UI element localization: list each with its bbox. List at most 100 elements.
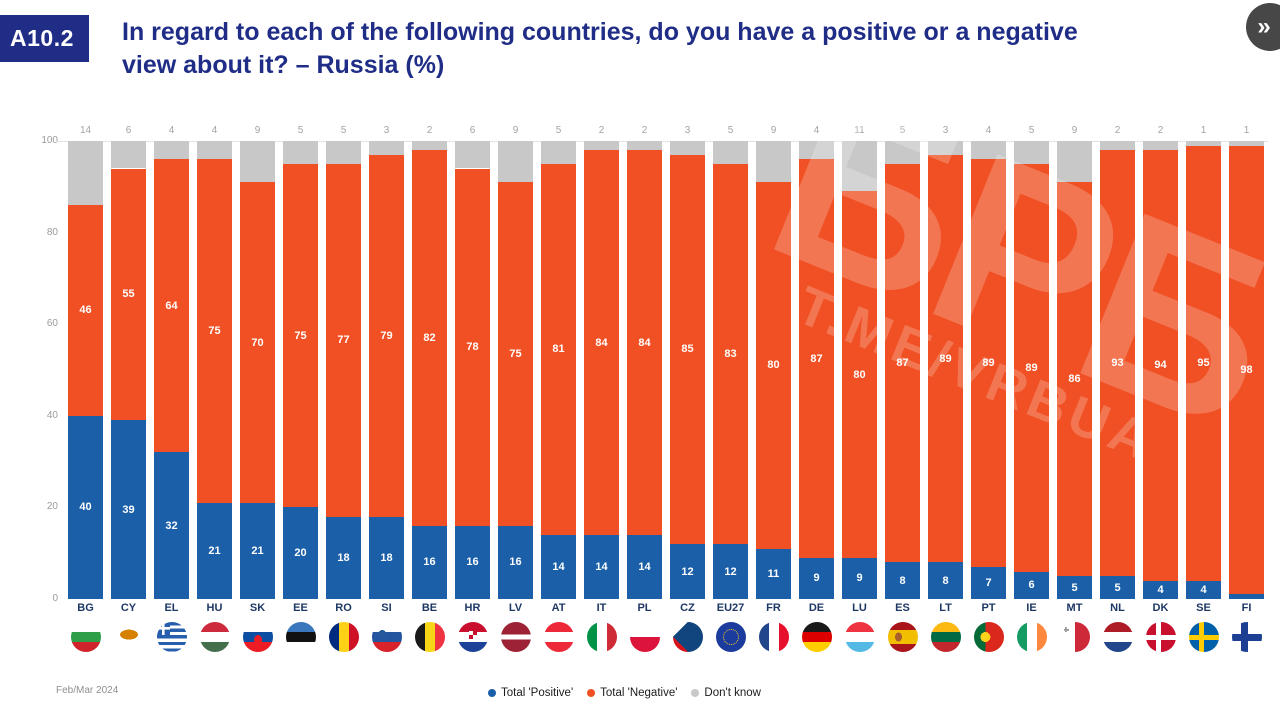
dontknow-segment-ro (326, 141, 361, 164)
positive-segment-value-label: 16 (423, 556, 436, 569)
estonia-flag-icon (285, 622, 316, 652)
country-column-es: 5 87 8 ES (881, 125, 924, 652)
negative-segment-cz: 85 (670, 154, 705, 545)
negative-segment-value-label: 93 (1111, 357, 1124, 370)
slovenia-flag-icon (371, 622, 402, 652)
country-code-label-si: SI (381, 602, 392, 614)
country-column-sk: 9 70 21 SK (236, 125, 279, 652)
country-column-de: 4 87 9 DE (795, 125, 838, 652)
stacked-bar-cz: 3 85 12 (670, 125, 705, 599)
country-code-label-hu: HU (206, 602, 223, 614)
positive-segment-dk: 4 (1143, 580, 1178, 599)
gridline-100 (56, 141, 1268, 142)
latvia-flag-icon (500, 622, 531, 652)
country-code-label-fr: FR (766, 602, 781, 614)
positive-segment-se: 4 (1186, 580, 1221, 599)
country-code-label-fi: FI (1241, 602, 1252, 614)
positive-segment-value-label: 12 (724, 565, 737, 578)
dontknow-value-label: 2 (426, 125, 433, 136)
stacked-bar-ro: 5 77 18 (326, 125, 361, 599)
negative-segment-value-label: 98 (1240, 364, 1253, 376)
positive-segment-value-label: 32 (165, 519, 178, 532)
country-column-pt: 4 89 7 PT (967, 125, 1010, 652)
dontknow-value-label: 2 (1114, 125, 1121, 136)
negative-segment-fi: 98 (1229, 145, 1264, 595)
positive-segment-cy: 39 (111, 420, 146, 599)
positive-segment-ie: 6 (1014, 571, 1049, 599)
positive-segment-value-label: 14 (638, 560, 651, 573)
positive-segment-pt: 7 (971, 566, 1006, 599)
spain-flag-icon (887, 622, 918, 652)
dontknow-segment-pl (627, 141, 662, 151)
ytick-label-100: 100 (41, 135, 58, 146)
cyprus-flag-icon (113, 622, 144, 652)
positive-segment-fr: 11 (756, 548, 791, 599)
negative-segment-at: 81 (541, 163, 576, 535)
legend-label: Total 'Positive' (501, 687, 574, 699)
dontknow-segment-it (584, 141, 619, 151)
lithuania-flag-icon (930, 622, 961, 652)
negative-segment-fr: 80 (756, 182, 791, 549)
italy-flag-icon (586, 622, 617, 652)
dontknow-segment-lt (928, 141, 963, 155)
stacked-bar-bg: 14 46 40 (68, 125, 103, 599)
dontknow-value-label: 5 (1028, 125, 1035, 136)
stacked-bar-sk: 9 70 21 (240, 125, 275, 599)
positive-segment-at: 14 (541, 534, 576, 599)
country-column-se: 1 95 4 SE (1182, 125, 1225, 652)
dontknow-value-label: 3 (383, 125, 390, 136)
country-column-at: 5 81 14 AT (537, 125, 580, 652)
negative-segment-value-label: 78 (466, 341, 479, 354)
dontknow-value-label: 5 (297, 125, 304, 136)
dontknow-value-label: 1 (1200, 125, 1207, 136)
columns: 14 46 40 BG 6 55 39 CY 4 64 32 EL 4 75 21 HU 9 70 21 SK 5 75 2… (64, 125, 1268, 652)
negative-segment-hr: 78 (455, 168, 490, 526)
country-column-fi: 1 98 FI (1225, 125, 1268, 652)
poland-flag-icon (629, 622, 660, 652)
country-code-label-nl: NL (1110, 602, 1125, 614)
negative-segment-value-label: 75 (294, 329, 307, 342)
country-code-label-hr: HR (464, 602, 481, 614)
stacked-bar-ee: 5 75 20 (283, 125, 318, 599)
country-column-cy: 6 55 39 CY (107, 125, 150, 652)
dontknow-value-label: 6 (469, 125, 476, 136)
dontknow-value-label: 5 (555, 125, 562, 136)
page-title: In regard to each of the following count… (122, 16, 1280, 82)
negative-segment-value-label: 46 (79, 304, 92, 317)
dontknow-segment-eu27 (713, 141, 748, 164)
legend-label: Don't know (704, 687, 761, 699)
negative-segment-it: 84 (584, 150, 619, 535)
negative-segment-pt: 89 (971, 159, 1006, 567)
dontknow-value-label: 9 (1071, 125, 1078, 136)
stacked-bar-pl: 2 84 14 (627, 125, 662, 599)
positive-segment-hu: 21 (197, 502, 232, 599)
stacked-bar-nl: 2 93 5 (1100, 125, 1135, 599)
negative-segment-pl: 84 (627, 150, 662, 535)
germany-flag-icon (801, 622, 832, 652)
stacked-bar-it: 2 84 14 (584, 125, 619, 599)
stacked-bar-be: 2 82 16 (412, 125, 447, 599)
negative-segment-be: 82 (412, 150, 447, 526)
stacked-bar-el: 4 64 32 (154, 125, 189, 599)
positive-segment-value-label: 20 (294, 547, 307, 560)
finland-flag-icon (1231, 622, 1262, 652)
negative-segment-value-label: 75 (509, 347, 522, 360)
stacked-bar-dk: 2 94 4 (1143, 125, 1178, 599)
country-code-label-lt: LT (939, 602, 952, 614)
country-code-label-eu27: EU27 (716, 602, 745, 614)
positive-segment-value-label: 4 (1200, 583, 1207, 596)
country-column-cz: 3 85 12 CZ (666, 125, 709, 652)
dontknow-value-label: 2 (641, 125, 648, 136)
positive-segment-value-label: 9 (813, 572, 820, 585)
country-code-label-de: DE (808, 602, 825, 614)
country-column-pl: 2 84 14 PL (623, 125, 666, 652)
positive-segment-cz: 12 (670, 544, 705, 599)
positive-segment-value-label: 39 (122, 503, 135, 516)
country-code-label-lv: LV (508, 602, 523, 614)
positive-segment-value-label: 14 (552, 560, 565, 573)
negative-segment-ee: 75 (283, 163, 318, 508)
positive-segment-value-label: 18 (380, 551, 393, 564)
expand-button[interactable]: » (1246, 3, 1280, 51)
dontknow-segment-el (154, 141, 189, 160)
stacked-bar-pt: 4 89 7 (971, 125, 1006, 599)
